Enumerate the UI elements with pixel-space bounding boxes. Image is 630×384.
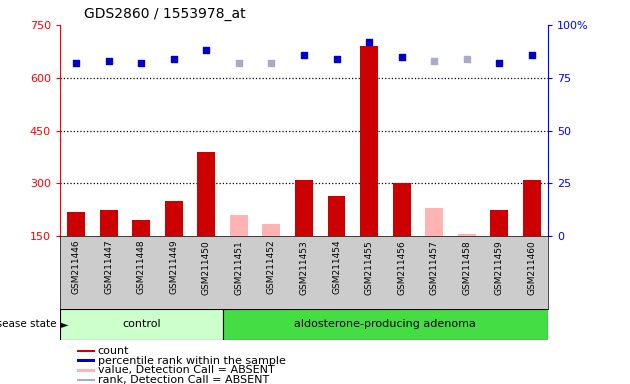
Text: GDS2860 / 1553978_at: GDS2860 / 1553978_at [84, 7, 246, 21]
Text: GSM211448: GSM211448 [137, 240, 146, 295]
Text: GSM211451: GSM211451 [234, 240, 243, 295]
Point [527, 51, 537, 58]
Text: GSM211459: GSM211459 [495, 240, 504, 295]
Point [462, 56, 472, 62]
Text: GSM211458: GSM211458 [462, 240, 471, 295]
Text: GSM211457: GSM211457 [430, 240, 438, 295]
Bar [490, 210, 508, 236]
Bar [67, 212, 85, 236]
Bar [132, 220, 150, 236]
Bar [523, 180, 541, 236]
Bar [77, 379, 95, 381]
Point [234, 60, 244, 66]
Text: GSM211450: GSM211450 [202, 240, 211, 295]
Bar [165, 201, 183, 236]
Point [429, 58, 439, 64]
Point [331, 56, 341, 62]
Bar [222, 309, 548, 340]
Point [299, 51, 309, 58]
Bar [230, 215, 248, 236]
Bar [77, 369, 95, 371]
Text: count: count [98, 346, 129, 356]
Point [397, 53, 407, 60]
Text: GSM211456: GSM211456 [397, 240, 406, 295]
Bar [392, 184, 411, 236]
Text: GSM211453: GSM211453 [299, 240, 309, 295]
Point [169, 56, 179, 62]
Point [364, 39, 374, 45]
Point [103, 58, 113, 64]
Bar [295, 180, 313, 236]
Text: GSM211452: GSM211452 [267, 240, 276, 295]
Bar [360, 46, 378, 236]
Bar [458, 234, 476, 236]
Text: value, Detection Call = ABSENT: value, Detection Call = ABSENT [98, 365, 275, 375]
Text: ►: ► [61, 319, 69, 329]
Text: aldosterone-producing adenoma: aldosterone-producing adenoma [294, 319, 476, 329]
Text: GSM211449: GSM211449 [169, 240, 178, 295]
Text: GSM211455: GSM211455 [365, 240, 374, 295]
Bar [77, 350, 95, 352]
Point [71, 60, 81, 66]
Point [136, 60, 146, 66]
Bar [60, 309, 222, 340]
Point [494, 60, 504, 66]
Bar [77, 359, 95, 362]
Bar [100, 210, 118, 236]
Bar [263, 224, 280, 236]
Text: rank, Detection Call = ABSENT: rank, Detection Call = ABSENT [98, 375, 269, 384]
Text: disease state: disease state [0, 319, 57, 329]
Text: GSM211447: GSM211447 [104, 240, 113, 295]
Text: GSM211446: GSM211446 [72, 240, 81, 295]
Bar [328, 196, 345, 236]
Bar [425, 208, 443, 236]
Text: control: control [122, 319, 161, 329]
Text: GSM211460: GSM211460 [527, 240, 536, 295]
Text: GSM211454: GSM211454 [332, 240, 341, 295]
Point [201, 47, 211, 53]
Point [266, 60, 277, 66]
Bar [197, 152, 215, 236]
Text: percentile rank within the sample: percentile rank within the sample [98, 356, 286, 366]
